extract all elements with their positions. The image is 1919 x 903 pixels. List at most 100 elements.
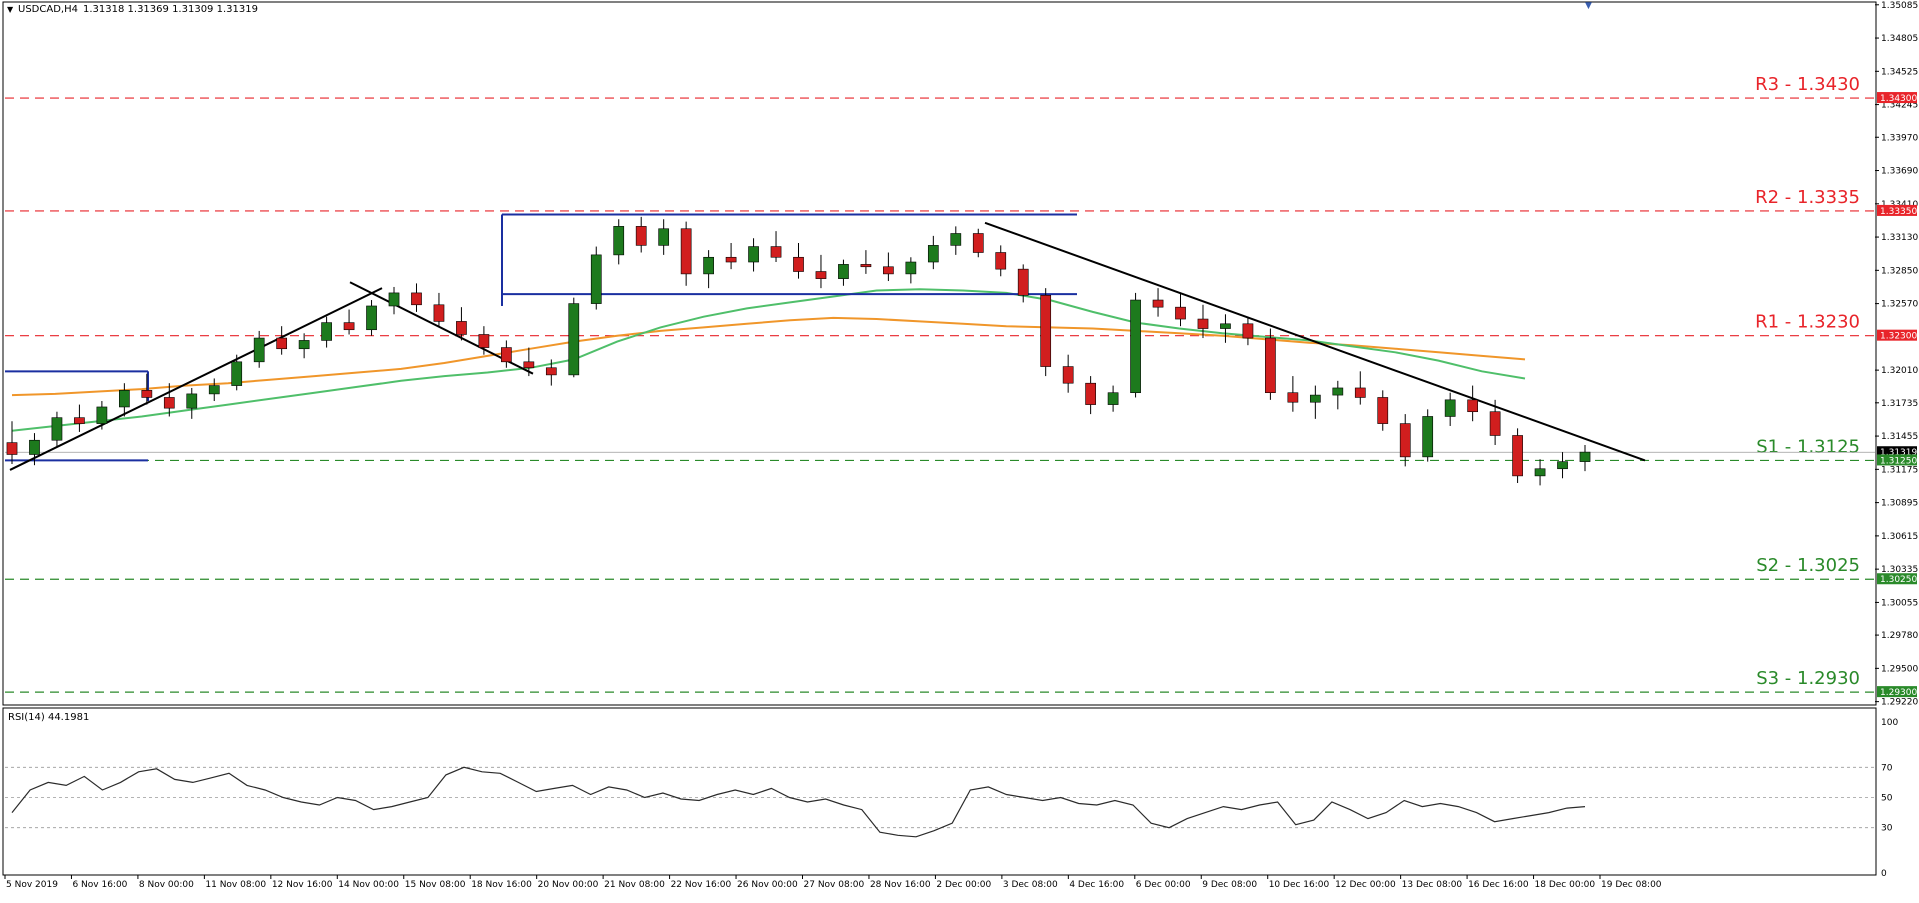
candle-body xyxy=(411,292,422,306)
time-tick-label: 28 Nov 16:00 xyxy=(870,880,931,890)
candle-body xyxy=(658,228,670,246)
candle-body xyxy=(6,442,18,455)
level-label: R2 - 1.3335 xyxy=(1755,187,1860,208)
price-tag-label: 1.30250 xyxy=(1880,575,1917,585)
candle-body xyxy=(163,397,175,409)
price-tick-label: 1.30895 xyxy=(1881,499,1918,509)
chart-shift-marker-icon[interactable]: ▼ xyxy=(1585,1,1592,11)
level-label: S2 - 1.3025 xyxy=(1756,555,1860,576)
rsi-panel[interactable] xyxy=(2,707,1877,876)
candle-body xyxy=(950,233,962,246)
time-tick-label: 11 Nov 08:00 xyxy=(205,880,266,890)
level-label: R3 - 1.3430 xyxy=(1755,74,1860,95)
price-tag xyxy=(1877,446,1917,458)
candle-body xyxy=(298,340,310,350)
trendline xyxy=(984,221,1646,462)
candle-body xyxy=(1265,337,1276,394)
time-tick-label: 6 Nov 16:00 xyxy=(72,880,127,890)
rsi-indicator xyxy=(5,766,1875,838)
time-tick-label: 15 Nov 08:00 xyxy=(405,880,466,890)
candle-body xyxy=(680,228,692,275)
rsi-tick-label: 70 xyxy=(1881,763,1893,773)
price-tick-label: 1.33130 xyxy=(1881,233,1918,243)
price-tick-label: 1.34805 xyxy=(1881,34,1918,44)
candle-body xyxy=(1309,394,1321,403)
candle-body xyxy=(927,245,939,263)
time-axis: 5 Nov 2019 6 Nov 16:00 8 Nov 00:00 11 Nov 0… xyxy=(4,875,1662,890)
candle-body xyxy=(995,252,1007,270)
candle-body xyxy=(119,390,130,408)
candle-body xyxy=(613,226,625,256)
candle-body xyxy=(590,254,602,304)
candle-body xyxy=(231,361,243,386)
level-label: R1 - 1.3230 xyxy=(1755,312,1860,333)
rsi-tick-label: 100 xyxy=(1881,718,1898,728)
candle-body xyxy=(456,321,467,335)
time-tick-label: 18 Dec 00:00 xyxy=(1535,880,1596,890)
candle-body xyxy=(545,367,557,376)
price-tag xyxy=(1877,573,1917,585)
time-tick-label: 19 Dec 08:00 xyxy=(1601,880,1662,890)
price-tick-label: 1.35085 xyxy=(1881,1,1918,11)
candle-body xyxy=(253,337,265,363)
time-tick-label: 27 Nov 08:00 xyxy=(804,880,865,890)
price-tick-label: 1.31175 xyxy=(1881,465,1918,475)
candle-body xyxy=(1399,423,1411,458)
candle-body xyxy=(860,264,872,268)
candle-body xyxy=(972,233,984,253)
candle-body xyxy=(1444,399,1456,417)
time-tick-label: 18 Nov 16:00 xyxy=(471,880,532,890)
candle-body xyxy=(523,361,535,369)
candle-body xyxy=(1017,268,1029,296)
candle-body xyxy=(1287,392,1299,403)
ma-fast-line xyxy=(11,288,1526,432)
candle-body xyxy=(1040,294,1052,367)
price-tag xyxy=(1877,204,1917,216)
rsi-axis: 100 70 50 30 0 xyxy=(1881,718,1898,879)
time-tick-label: 10 Dec 16:00 xyxy=(1269,880,1330,890)
rsi-tick-label: 50 xyxy=(1881,794,1893,804)
time-tick-label: 12 Dec 00:00 xyxy=(1335,880,1396,890)
price-tick-label: 1.34525 xyxy=(1881,67,1918,77)
price-tick-label: 1.32850 xyxy=(1881,266,1918,276)
candle-body xyxy=(703,256,714,275)
candle-body xyxy=(51,417,63,441)
candle-body xyxy=(1085,382,1096,405)
candle-body xyxy=(815,271,827,279)
price-tag-label: 1.29300 xyxy=(1880,688,1917,698)
price-tick-label: 1.33970 xyxy=(1881,133,1918,143)
price-tick-label: 1.31735 xyxy=(1881,399,1918,409)
time-tick-label: 2 Dec 00:00 xyxy=(936,880,991,890)
price-tag-label: 1.31250 xyxy=(1880,456,1917,466)
price-tick-label: 1.29500 xyxy=(1881,664,1918,674)
time-tick-label: 6 Dec 00:00 xyxy=(1136,880,1191,890)
time-tick-label: 5 Nov 2019 xyxy=(6,880,58,890)
price-tick-label: 1.33410 xyxy=(1881,200,1918,210)
candle-body xyxy=(838,264,849,279)
level-label: S1 - 1.3125 xyxy=(1756,436,1860,457)
price-tick-label: 1.34245 xyxy=(1881,101,1918,111)
candle-body xyxy=(29,439,40,455)
candle-body xyxy=(276,337,288,350)
time-tick-label: 13 Dec 08:00 xyxy=(1402,880,1463,890)
candle-body xyxy=(1332,387,1344,396)
price-tag xyxy=(1877,92,1917,104)
price-tick-label: 1.29220 xyxy=(1881,698,1918,708)
candle-body xyxy=(905,261,917,275)
candle-body xyxy=(1220,323,1231,329)
rsi-tick-label: 0 xyxy=(1881,869,1887,879)
candle-body xyxy=(635,226,647,246)
rsi-tick-label: 30 xyxy=(1881,824,1893,834)
candle-body xyxy=(748,246,759,263)
chart-menu-triangle-icon[interactable]: ▼ xyxy=(7,5,14,14)
price-panel[interactable] xyxy=(2,1,1877,706)
time-tick-label: 9 Dec 08:00 xyxy=(1202,880,1257,890)
price-tag-label: 1.32300 xyxy=(1880,332,1917,342)
rsi-line xyxy=(11,766,1586,838)
candle-body xyxy=(478,334,490,348)
time-tick-label: 3 Dec 08:00 xyxy=(1003,880,1058,890)
price-tag xyxy=(1877,686,1917,698)
price-tag-label: 1.31319 xyxy=(1880,448,1917,458)
candle-body xyxy=(1175,306,1186,320)
